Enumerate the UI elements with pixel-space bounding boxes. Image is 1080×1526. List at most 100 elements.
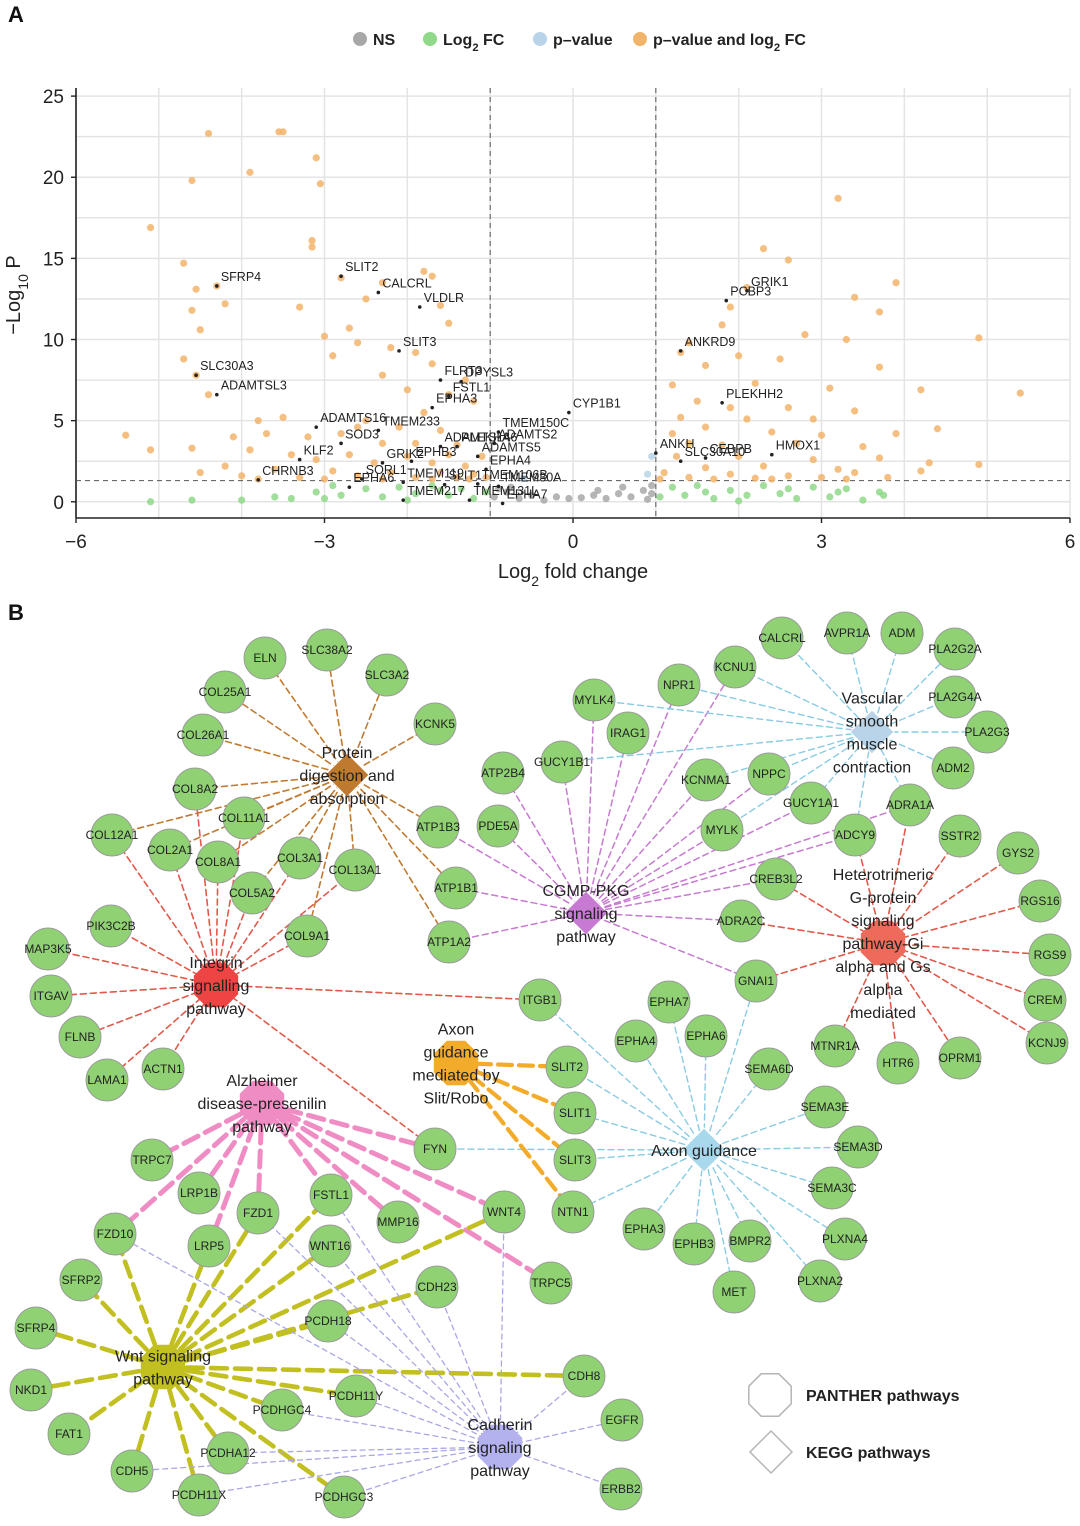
data-point [718, 321, 726, 329]
gene-node-col2a1: COL2A1 [147, 828, 193, 872]
edge [585, 829, 723, 914]
data-point [768, 428, 776, 436]
edge [259, 1100, 401, 1225]
gene-node-label: COL25A1 [199, 685, 252, 699]
gene-node-fat1: FAT1 [47, 1412, 91, 1456]
gene-node-label: IRAG1 [610, 726, 646, 740]
data-point [254, 417, 262, 425]
y-axis-title: −Log10 P [3, 255, 31, 335]
data-point [540, 496, 548, 504]
edge [585, 834, 856, 914]
edge [437, 826, 587, 914]
data-point [490, 493, 498, 501]
gene-node-col13a1: COL13A1 [329, 848, 382, 892]
gene-node-label: NPR1 [663, 678, 695, 692]
gene-node-label: MAP3K5 [24, 942, 72, 956]
gene-label-adamtsl3: ADAMTSL3 [221, 379, 287, 393]
gene-node-label: NKD1 [15, 1383, 47, 1397]
data-point [784, 472, 792, 480]
data-point [308, 236, 316, 245]
gene-node-circle [657, 663, 701, 707]
data-point [875, 454, 884, 462]
gene-node-circle [177, 1473, 221, 1517]
data-point [354, 472, 362, 480]
gene-node-circle [888, 783, 932, 827]
gene-node-circle [518, 978, 562, 1022]
data-point [196, 468, 204, 477]
shape-legend-label: PANTHER pathways [806, 1388, 960, 1405]
gene-node-pcdh11x: PCDH11X [172, 1473, 226, 1517]
gene-node-label: ADCY9 [835, 828, 875, 842]
gene-node-label: COL8A1 [195, 855, 241, 869]
edge [781, 637, 873, 733]
data-point [776, 355, 784, 363]
gene-node-label: PCDHGC4 [253, 1403, 312, 1417]
gene-node-label: COL8A2 [172, 782, 218, 796]
gene-label-anchor [339, 274, 343, 279]
data-point [643, 495, 652, 503]
gene-node-circle [760, 616, 804, 660]
gene-node-circle [876, 1041, 920, 1085]
gene-node-label: GNAI1 [738, 974, 774, 988]
data-point [354, 339, 362, 347]
gene-node-circle [938, 814, 982, 858]
data-point [672, 452, 681, 460]
gene-node-circle [1023, 978, 1067, 1022]
gene-node-label: COL11A1 [218, 811, 270, 825]
edge [499, 1211, 505, 1448]
gene-node-gucy1a1: GUCY1A1 [783, 781, 839, 825]
gene-node-npr1: NPR1 [657, 663, 701, 707]
edge [346, 774, 439, 828]
x-axis-title: Log2 fold change [498, 561, 648, 589]
data-point [565, 494, 573, 503]
gene-node-ephb3: EPHB3 [672, 1222, 716, 1266]
gene-node-circle [965, 710, 1009, 754]
edge [198, 1446, 501, 1496]
gene-node-slc38a2: SLC38A2 [301, 628, 353, 672]
edge [585, 878, 777, 914]
gene-label-anchor [314, 425, 319, 429]
edge [329, 1245, 501, 1448]
gene-node-cdh23: CDH23 [415, 1265, 459, 1309]
gene-label-anchor [297, 457, 302, 462]
gene-node-label: PCDH11Y [329, 1389, 383, 1403]
edge [721, 731, 873, 831]
gene-label-anchor [770, 452, 774, 457]
gene-node-circle [551, 1190, 595, 1234]
edge [574, 1112, 705, 1151]
gene-node-calcrl: CALCRL [758, 616, 806, 660]
data-point [743, 283, 751, 292]
gene-node-pcdha12: PCDHA12 [200, 1431, 256, 1475]
data-point [602, 494, 610, 503]
edge [160, 1364, 359, 1399]
data-point [387, 468, 395, 477]
gene-node-ntn1: NTN1 [551, 1190, 595, 1234]
data-point [793, 494, 801, 503]
gene-node-label: ITGAV [33, 989, 68, 1003]
gene-node-circle [747, 1047, 791, 1091]
data-point [726, 303, 734, 311]
gene-label-anchor [256, 478, 261, 482]
gene-node-atp1b3: ATP1B3 [416, 805, 460, 849]
gene-label-adamts16: ADAMTS16 [320, 411, 386, 425]
gene-node-label: COL12A1 [86, 828, 139, 842]
gene-node-label: SEMA3D [833, 1140, 883, 1154]
data-point [478, 452, 486, 460]
edge [740, 920, 884, 944]
gene-label-anchor [215, 392, 219, 397]
data-point [146, 498, 155, 506]
x-tick-label: 0 [568, 532, 579, 553]
gene-node-circle [148, 828, 192, 872]
edge [703, 980, 757, 1151]
edges-cgmp-pkg [437, 666, 911, 982]
edge [882, 942, 961, 1059]
gene-node-col11a1: COL11A1 [218, 796, 270, 840]
edge [585, 773, 770, 914]
gene-node-circle [931, 746, 975, 790]
gene-node-circle [798, 1259, 842, 1303]
gene-node-kcnj9: KCNJ9 [1025, 1021, 1069, 1065]
gene-node-mylk4: MYLK4 [572, 678, 616, 722]
gene-node-fzd10: FZD10 [93, 1212, 137, 1256]
data-point [751, 379, 759, 387]
gene-node-label: EPHA6 [686, 1029, 726, 1043]
